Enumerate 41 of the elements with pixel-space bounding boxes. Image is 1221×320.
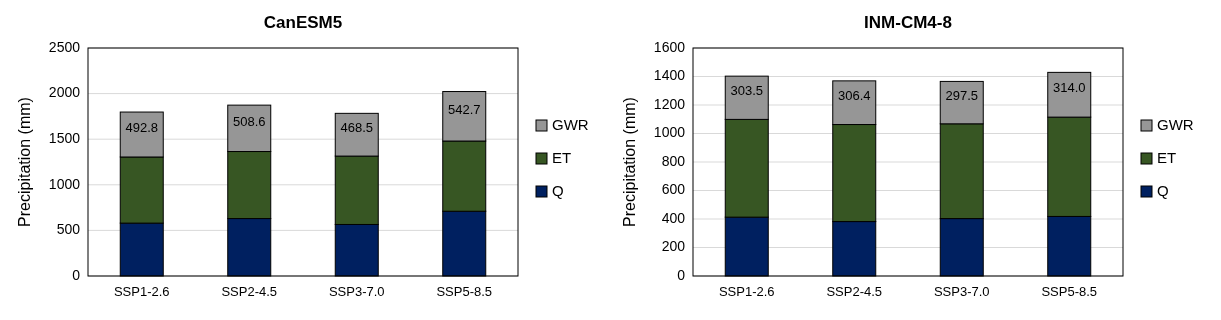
data-label: 306.4 xyxy=(837,88,871,104)
legend-label: Q xyxy=(1157,181,1169,199)
x-tick-label: SSP3-7.0 xyxy=(933,284,990,299)
data-label: 468.5 xyxy=(340,120,374,136)
y-tick-label: 2000 xyxy=(48,84,81,101)
legend-label: GWR xyxy=(1157,115,1194,133)
y-tick-label: 0 xyxy=(677,266,686,283)
y-tick-label: 2500 xyxy=(48,38,81,55)
x-tick-label: SSP3-7.0 xyxy=(328,284,385,299)
data-label: 492.8 xyxy=(125,119,159,135)
x-tick-label: SSP2-4.5 xyxy=(826,284,883,299)
chart-title: CanESM5 xyxy=(263,13,343,32)
data-label: 303.5 xyxy=(730,83,764,99)
legend-label: GWR xyxy=(552,115,589,133)
y-tick-label: 1600 xyxy=(653,38,686,55)
y-tick-label: 1200 xyxy=(653,95,686,112)
legend-label: ET xyxy=(552,148,572,166)
y-tick-label: 1000 xyxy=(48,175,81,192)
y-axis-title: Precipitation (mm) xyxy=(621,97,638,227)
chart-title: INM-CM4-8 xyxy=(864,13,952,32)
y-tick-label: 800 xyxy=(661,152,686,169)
y-tick-label: 1400 xyxy=(653,67,686,84)
data-label: 314.0 xyxy=(1052,80,1086,96)
x-tick-label: SSP5-8.5 xyxy=(436,284,493,299)
x-tick-label: SSP1-2.6 xyxy=(113,284,170,299)
y-tick-label: 1500 xyxy=(48,129,81,146)
legend-label: ET xyxy=(1157,148,1177,166)
x-tick-label: SSP2-4.5 xyxy=(221,284,278,299)
legend-label: Q xyxy=(552,181,564,199)
x-tick-label: SSP1-2.6 xyxy=(718,284,775,299)
y-tick-label: 1000 xyxy=(653,124,686,141)
data-label: 297.5 xyxy=(945,88,979,104)
y-tick-label: 400 xyxy=(661,209,686,226)
y-tick-label: 500 xyxy=(56,221,81,238)
y-axis-title: Precipitation (mm) xyxy=(16,97,33,227)
data-label: 508.6 xyxy=(232,113,266,129)
y-tick-label: 200 xyxy=(661,238,686,255)
x-tick-label: SSP5-8.5 xyxy=(1041,284,1098,299)
y-tick-label: 0 xyxy=(72,266,81,283)
y-tick-label: 600 xyxy=(661,181,686,198)
data-label: 542.7 xyxy=(447,101,481,117)
